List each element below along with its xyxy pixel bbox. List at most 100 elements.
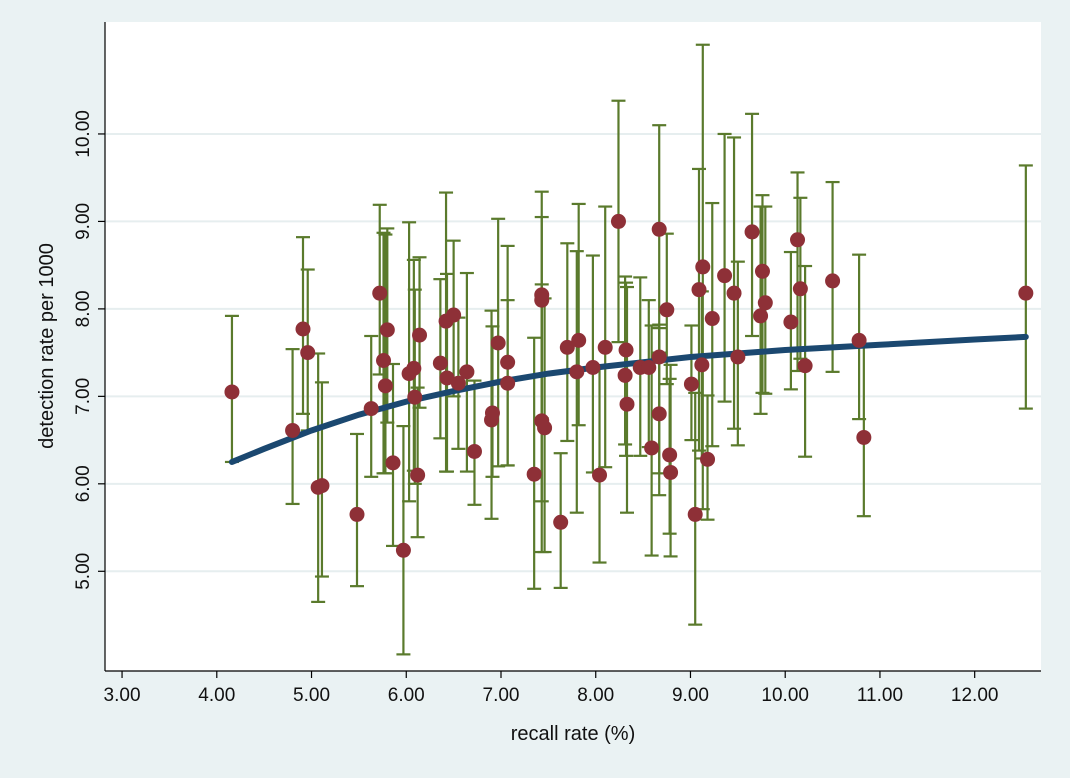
y-axis-ticks: 5.00 6.00 7.00 8.00 9.00 10.00 [73,110,105,590]
data-point [406,360,422,376]
data-point [754,263,770,279]
data-point [412,327,428,343]
data-point [683,376,699,392]
x-tick-label: 11.00 [857,685,903,706]
data-point [407,389,423,405]
y-tick-label: 7.00 [73,378,94,415]
data-point [300,345,316,361]
data-point [851,332,867,348]
data-point [659,302,675,318]
data-point [349,506,365,522]
data-point [856,429,872,445]
data-point [825,273,841,289]
data-point [704,311,720,327]
data-point [644,440,660,456]
data-point [439,370,455,386]
x-tick-label: 7.00 [483,685,520,706]
data-point [753,308,769,324]
data-point [553,514,569,530]
data-point [687,506,703,522]
y-tick-label: 5.00 [73,553,94,590]
error-bar [569,250,584,514]
data-point [224,384,240,400]
y-tick-label: 8.00 [73,290,94,327]
data-point [466,443,482,459]
x-tick-label: 12.00 [951,685,999,706]
data-point [619,396,635,412]
data-point [459,364,475,380]
data-point [617,367,633,383]
gridlines [105,132,1041,573]
data-point [792,281,808,297]
y-tick-label: 10.00 [73,110,94,158]
data-point [651,349,667,365]
data-point [618,342,634,358]
data-point [585,359,601,375]
error-bar [598,205,613,469]
data-point [285,422,301,438]
data-point [526,466,542,482]
data-point [379,322,395,338]
data-point [314,478,330,494]
data-point [446,307,462,323]
data-point [484,405,500,421]
data-point [730,349,746,365]
data-point [450,375,466,391]
data-point [790,232,806,248]
y-axis-label: detection rate per 1000 [36,243,58,449]
error-bar [402,221,417,503]
data-point [717,268,733,284]
data-point [1018,285,1034,301]
x-tick-label: 10.00 [761,685,809,706]
data-point [500,354,516,370]
data-point [363,401,379,417]
data-point [395,542,411,558]
x-tick-label: 6.00 [388,685,425,706]
data-point [726,285,742,301]
data-point [559,339,575,355]
x-tick-label: 3.00 [104,685,141,706]
data-point [500,375,516,391]
error-bar [527,336,542,590]
x-axis-ticks: 3.00 4.00 5.00 6.00 7.00 8.00 9.00 10.00 11.00 12… [104,671,999,706]
data-point [651,221,667,237]
data-point [797,358,813,374]
data-point [663,464,679,480]
data-point [597,339,613,355]
data-point [569,364,585,380]
data-point [372,285,388,301]
data-point [641,359,657,375]
data-point [651,406,667,422]
data-point [537,420,553,436]
data-point [691,282,707,298]
x-axis-label: recall rate (%) [511,723,635,745]
data-point [376,352,392,368]
data-point [610,213,626,229]
fit-line-group [228,333,1029,465]
data-point [592,467,608,483]
error-bar [467,379,482,506]
data-point [490,335,506,351]
data-point [757,295,773,311]
data-point [432,355,448,371]
fit-line [228,333,1029,465]
data-point [695,259,711,275]
error-bar [410,386,425,539]
data-point [410,467,426,483]
data-point [744,224,760,240]
x-tick-label: 5.00 [293,685,330,706]
data-point [571,332,587,348]
data-point [385,455,401,471]
data-point [377,378,393,394]
data-points [224,213,1034,558]
x-tick-label: 9.00 [672,685,709,706]
data-point [662,447,678,463]
x-tick-label: 8.00 [577,685,614,706]
x-tick-label: 4.00 [198,685,235,706]
data-point [694,357,710,373]
data-point [700,451,716,467]
data-point [295,321,311,337]
data-point [534,292,550,308]
y-tick-label: 6.00 [73,465,94,502]
